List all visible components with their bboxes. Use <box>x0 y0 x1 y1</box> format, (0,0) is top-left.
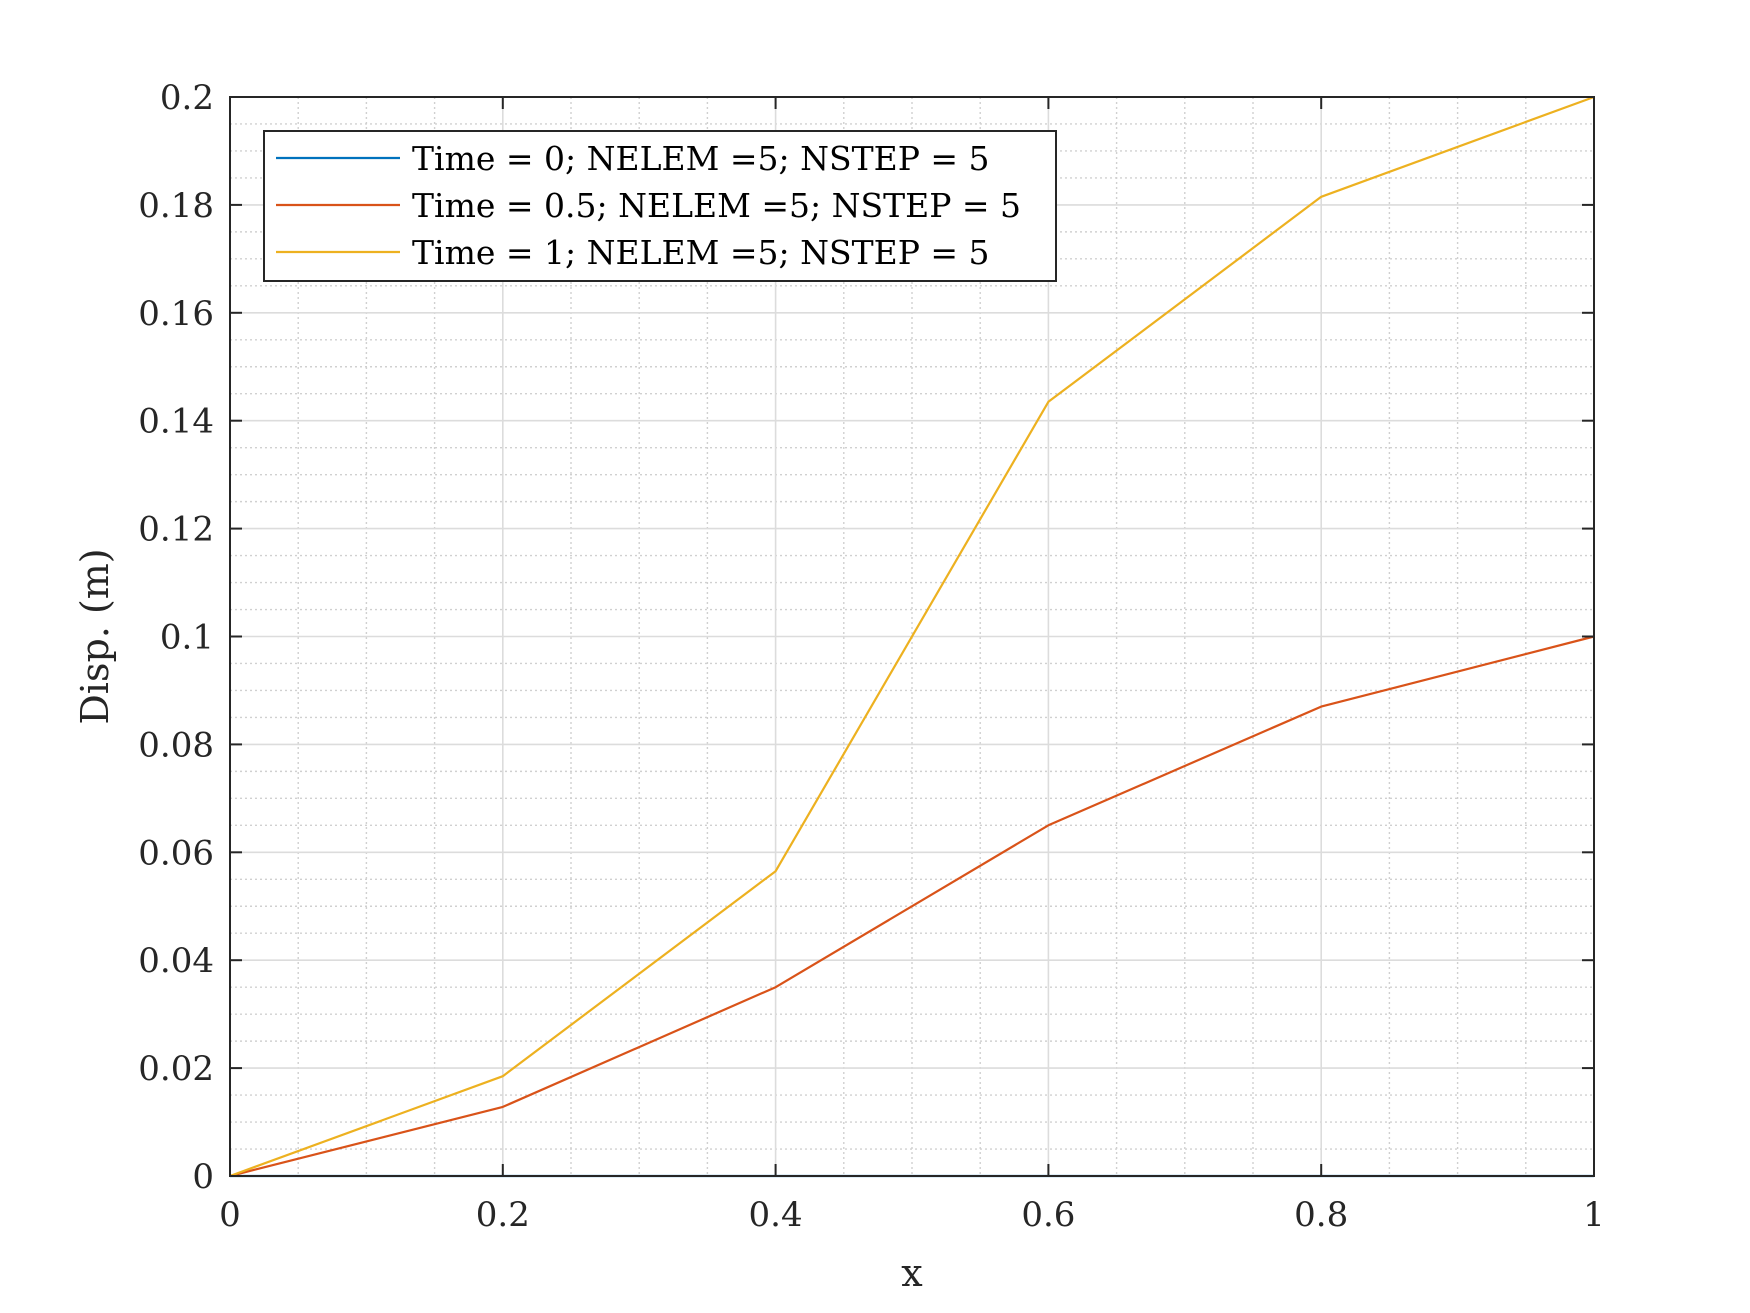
x-tick-label: 0 <box>219 1195 241 1235</box>
tick-labels: 0 0.2 0.4 0.6 0.8 1 0 0.02 0.04 0.06 0.08 0.1 0.12 0.… <box>138 78 1605 1235</box>
y-axis-label: Disp. (m) <box>73 548 117 724</box>
y-tick-label: 0.02 <box>138 1049 214 1089</box>
y-tick-label: 0.06 <box>138 833 214 873</box>
x-axis-label: x <box>901 1251 922 1295</box>
x-tick-label: 0.4 <box>749 1195 803 1235</box>
y-tick-label: 0.16 <box>138 294 214 334</box>
legend-box <box>263 130 1057 282</box>
x-tick-label: 1 <box>1583 1195 1605 1235</box>
legend-label-3: Time = 1; NELEM =5; NSTEP = 5 <box>412 233 990 272</box>
y-tick-label: 0.1 <box>160 618 214 658</box>
legend-label-2: Time = 0.5; NELEM =5; NSTEP = 5 <box>412 186 1021 225</box>
axis-ticks <box>229 96 1595 1177</box>
x-tick-label: 0.2 <box>476 1195 530 1235</box>
y-tick-label: 0.12 <box>138 510 214 550</box>
y-tick-label: 0.2 <box>160 78 214 118</box>
x-tick-label: 0.6 <box>1021 1195 1075 1235</box>
series-line-3 <box>229 95 1595 1178</box>
series-line-2 <box>229 635 1595 1178</box>
y-tick-label: 0 <box>192 1157 214 1197</box>
legend: Time = 0; NELEM =5; NSTEP = 5 Time = 0.5;… <box>263 130 1057 282</box>
x-tick-label: 0.8 <box>1294 1195 1348 1235</box>
legend-label-1: Time = 0; NELEM =5; NSTEP = 5 <box>412 139 990 178</box>
y-tick-label: 0.04 <box>138 941 214 981</box>
y-tick-label: 0.08 <box>138 725 214 765</box>
y-tick-label: 0.18 <box>138 186 214 226</box>
y-tick-label: 0.14 <box>138 402 214 442</box>
